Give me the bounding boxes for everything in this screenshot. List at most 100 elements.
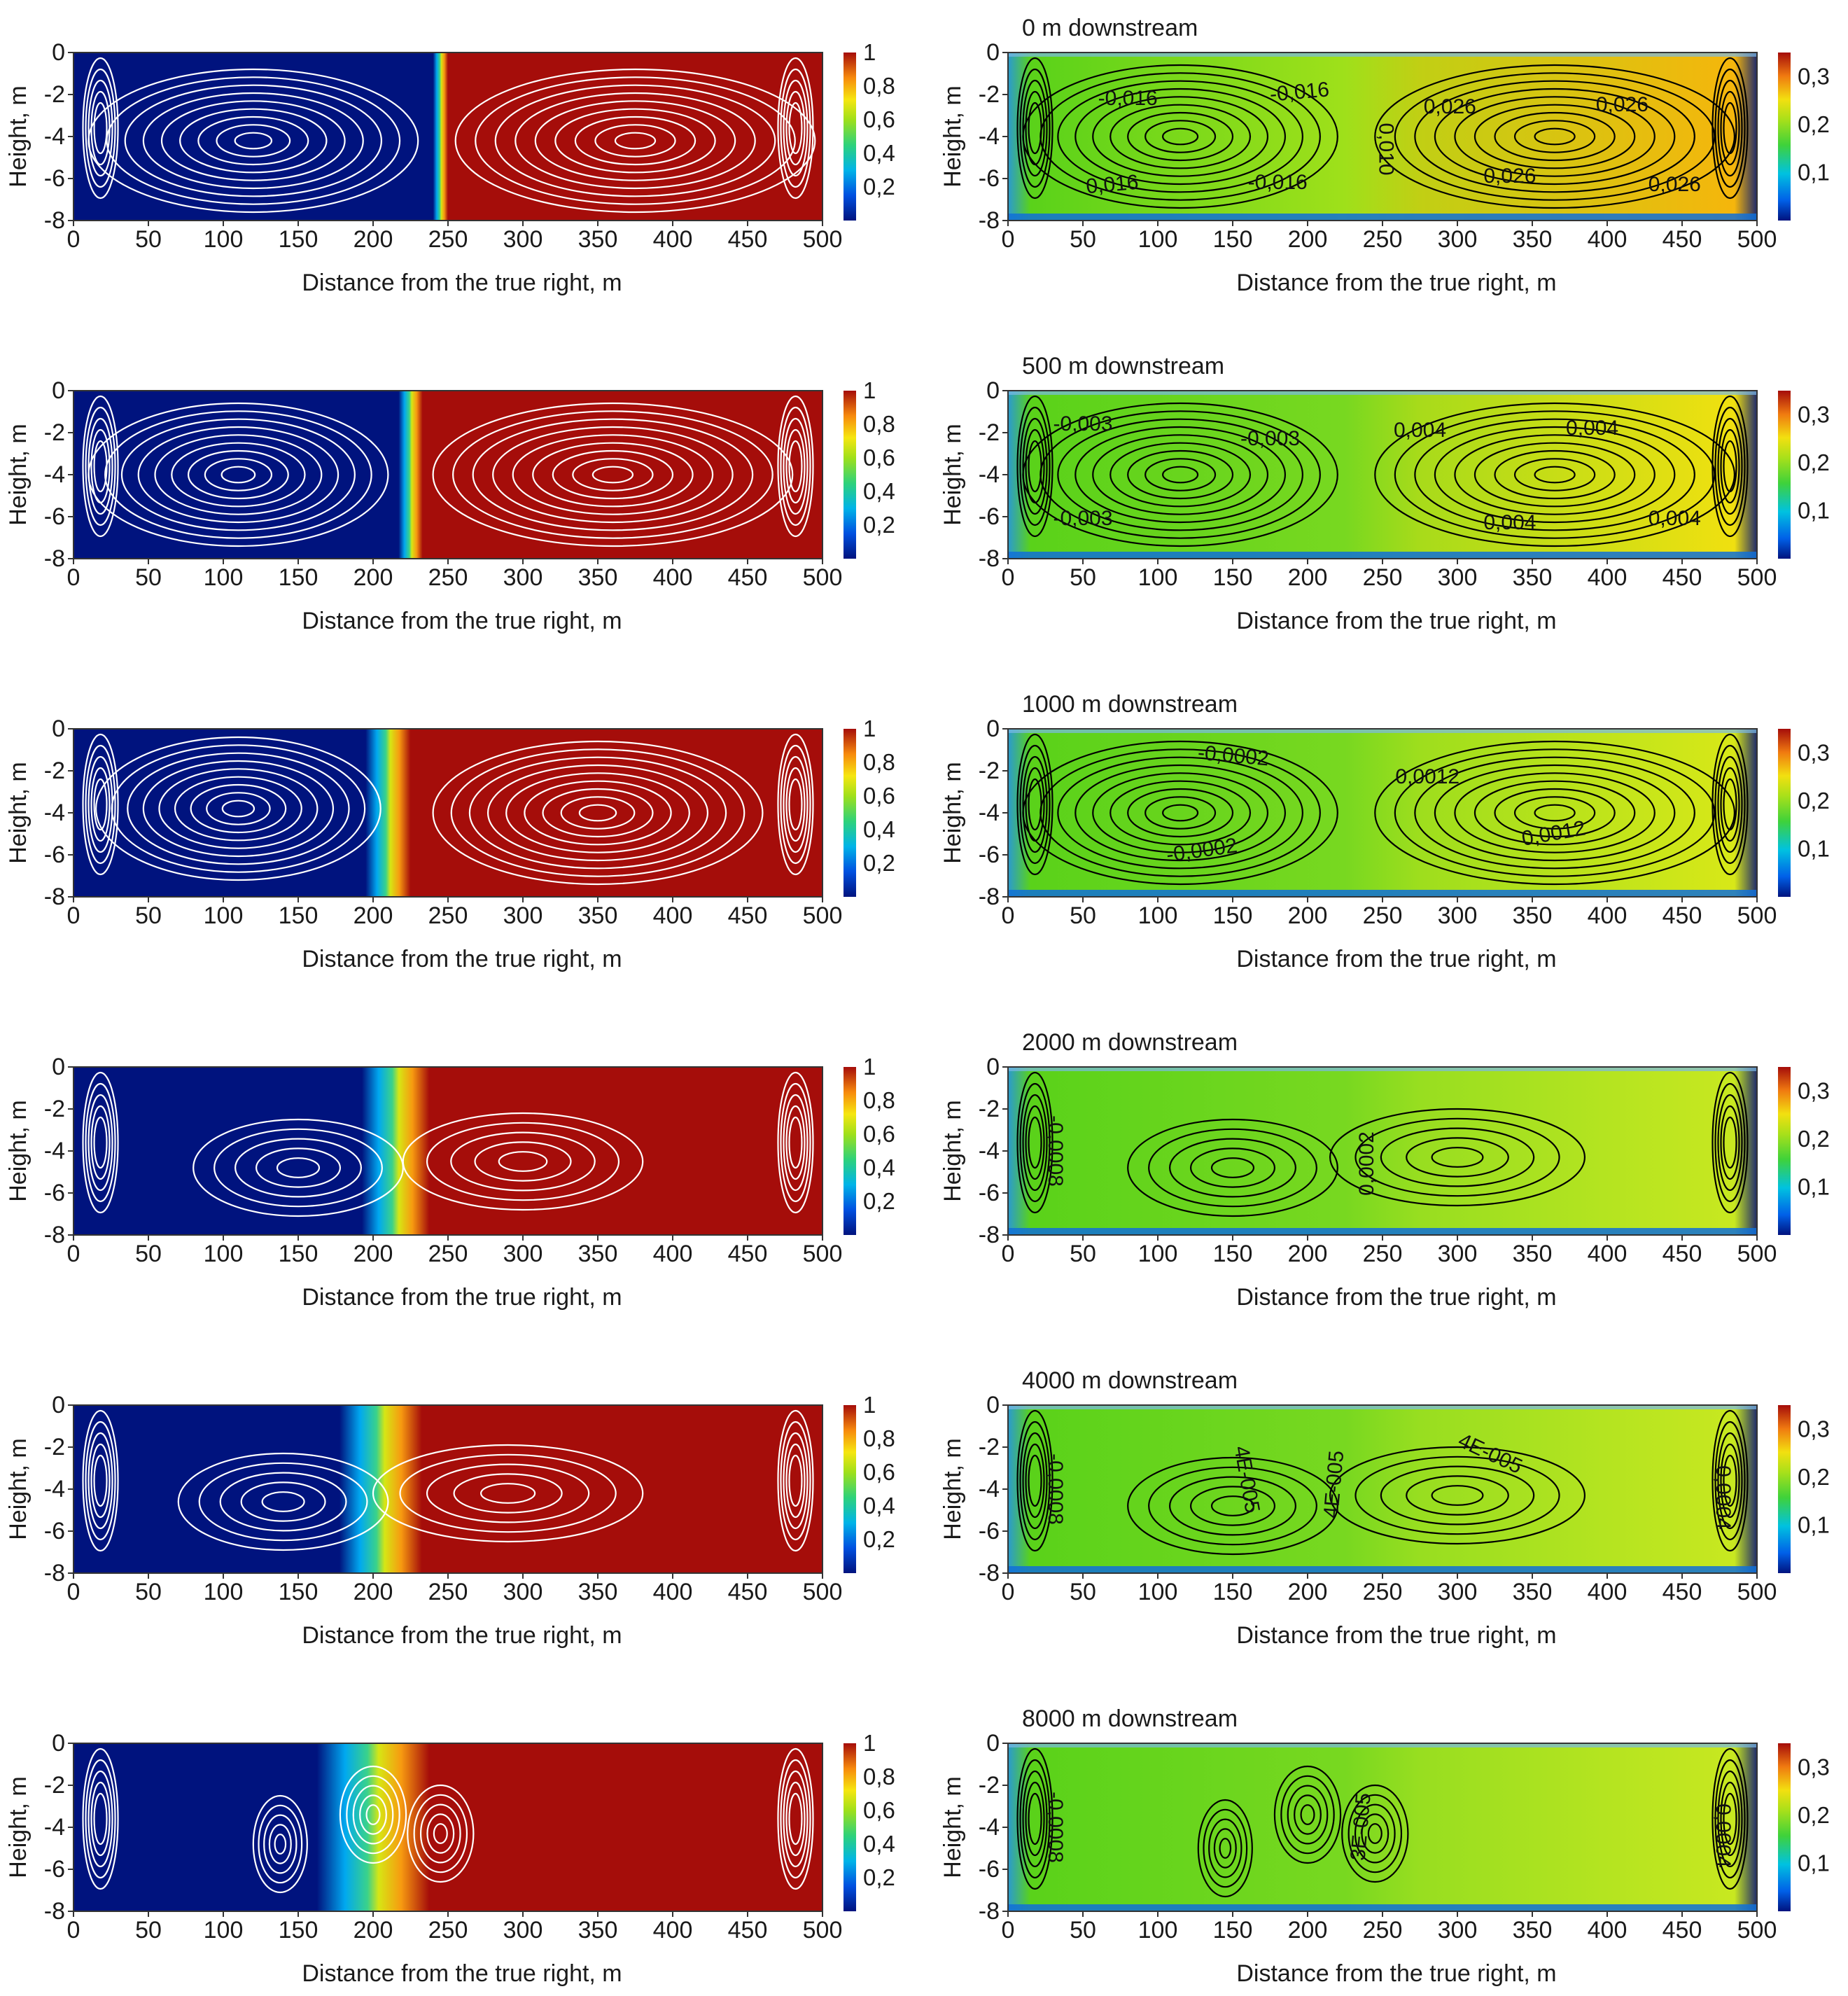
x-tick-label: 300 (503, 1579, 543, 1605)
y-axis-label: Height, m (5, 85, 31, 188)
wall-vortex-contour (88, 1432, 113, 1530)
contour-ellipse (1354, 1803, 1396, 1864)
y-tick-label: 0 (52, 1730, 65, 1757)
wall-vortex-contour (1714, 406, 1746, 526)
contour-lines (82, 1409, 814, 1552)
contour-ellipse (1057, 756, 1303, 870)
wall-vortex-contour (1712, 1747, 1749, 1890)
contour-ellipse (472, 418, 754, 531)
surface-layer (1008, 53, 1757, 57)
colorbar (844, 53, 856, 221)
contour-lines (1016, 395, 1749, 547)
y-tick-label: -6 (44, 1518, 65, 1544)
x-axis-label: Distance from the true right, m (302, 946, 622, 972)
x-tick-label: 300 (503, 1917, 543, 1943)
wall-vortex-contour (1016, 1071, 1054, 1214)
y-tick-label: -2 (44, 81, 65, 108)
colorbar (1778, 53, 1791, 221)
contour-ellipse (220, 466, 256, 484)
x-axis-label: Distance from the true right, m (1236, 1622, 1556, 1649)
x-tick-label: 100 (204, 1917, 244, 1943)
wall-vortex-contour (1720, 1781, 1740, 1857)
x-tick-label: 0 (67, 564, 80, 591)
colorbar-tick-label: 0,6 (863, 1797, 895, 1823)
colorbar-tick-label: 0,8 (863, 1425, 895, 1451)
y-tick-label: -6 (979, 165, 1000, 192)
wall-vortex-contour (1025, 1781, 1045, 1857)
y-tick-label: -4 (44, 1814, 65, 1841)
x-tick-label: 350 (1513, 226, 1553, 253)
contour-ellipse (468, 756, 727, 870)
y-tick-label: -8 (44, 1560, 65, 1586)
panel-title: 8000 m downstream (1022, 1705, 1238, 1732)
contour-ellipse (198, 1462, 368, 1542)
panel-mixing-3: 0 50 100 150 200 250 300 350 400 450 500 0 -2 -4 -6 -8 D… (5, 1054, 895, 1311)
x-tick-label: 500 (1737, 564, 1777, 591)
contour-label: 0,004 (1483, 511, 1536, 534)
panel-title: 1000 m downstream (1022, 691, 1238, 718)
contour-ellipse (106, 76, 401, 205)
x-axis-label: Distance from the true right, m (302, 270, 622, 296)
contour-ellipse (514, 92, 756, 190)
x-tick-label: 150 (1213, 564, 1253, 591)
contour-ellipse (432, 740, 764, 886)
wall-vortex-contour (1723, 102, 1737, 155)
contour-ellipse (574, 116, 696, 166)
contour-ellipse (1300, 1804, 1315, 1825)
contour-ellipse (1329, 1108, 1586, 1207)
y-tick-label: -6 (979, 1856, 1000, 1883)
panel-speed-0: 0 m downstream -0,016 -0,016 0,016 -0,016 0,0… (939, 15, 1830, 296)
wall-vortex-contour (88, 1770, 113, 1868)
contour-ellipse (1203, 1808, 1248, 1888)
x-tick-label: 200 (1288, 564, 1328, 591)
wall-vortex-contour (780, 1421, 811, 1541)
contour-ellipse (346, 1775, 400, 1855)
contour-ellipse (352, 1785, 394, 1845)
contour-label: 0,010 (1375, 123, 1398, 175)
x-tick-label: 200 (354, 902, 393, 929)
contour-ellipse (1162, 804, 1199, 822)
x-tick-label: 0 (67, 1579, 80, 1605)
contour-ellipse (1406, 1475, 1509, 1516)
wall-vortex-contour (88, 417, 113, 515)
panel-mixing-0: 0 50 100 150 200 250 300 350 400 450 500 0 -2 -4 -6 -8 D… (5, 39, 895, 296)
contour-label: -0,003 (1053, 412, 1112, 435)
contour-ellipse (479, 1483, 536, 1504)
contour-lines (1016, 1747, 1749, 1898)
colorbar-tick-label: 0,3 (1798, 1416, 1830, 1442)
contour-ellipse (1148, 1466, 1317, 1546)
panel-title: 500 m downstream (1022, 353, 1224, 379)
wall-vortex-contour (785, 428, 806, 504)
y-axis-label: Height, m (939, 424, 966, 526)
wall-vortex-contour (85, 1082, 116, 1203)
x-tick-label: 400 (653, 1917, 693, 1943)
contour-ellipse (1434, 764, 1676, 862)
x-tick-label: 300 (1438, 1917, 1478, 1943)
contour-ellipse (137, 426, 340, 524)
x-tick-label: 250 (428, 564, 468, 591)
wall-vortex-contour (90, 1781, 111, 1857)
x-tick-label: 150 (279, 226, 318, 253)
panels-layer: 0 50 100 150 200 250 300 350 400 450 5000-2-4-6-8D… (5, 15, 1830, 1987)
x-tick-label: 150 (1213, 902, 1253, 929)
contour-ellipse (1057, 418, 1303, 531)
plot-field (74, 1743, 822, 1911)
wall-vortex-contour (1717, 1094, 1743, 1192)
wall-vortex-contour (780, 744, 811, 865)
x-tick-label: 300 (1438, 1579, 1478, 1605)
x-tick-label: 450 (1662, 564, 1702, 591)
x-tick-label: 200 (354, 1579, 393, 1605)
contour-lines (1016, 57, 1749, 209)
wall-vortex-contour (1025, 1105, 1045, 1180)
y-axis-label: Height, m (939, 1438, 966, 1540)
colorbar-tick-label: 1 (863, 39, 876, 65)
x-axis-label: Distance from the true right, m (1236, 946, 1556, 972)
contour-ellipse (204, 458, 273, 491)
contour-ellipse (1494, 111, 1616, 162)
wall-vortex-contour (1714, 744, 1746, 865)
wall-vortex-contour (780, 68, 811, 188)
wall-vortex-contour (93, 1792, 108, 1845)
contour-ellipse (1110, 442, 1252, 508)
x-tick-label: 100 (204, 226, 244, 253)
